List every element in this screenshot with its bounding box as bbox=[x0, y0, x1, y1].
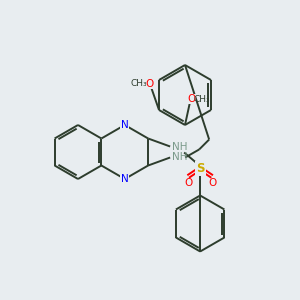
Text: O: O bbox=[184, 178, 192, 188]
Text: CH₃: CH₃ bbox=[131, 80, 147, 88]
Text: O: O bbox=[188, 94, 196, 104]
Text: NH: NH bbox=[172, 142, 188, 152]
Text: N: N bbox=[121, 174, 129, 184]
Text: CH₃: CH₃ bbox=[194, 94, 210, 103]
Text: N: N bbox=[121, 120, 129, 130]
Text: S: S bbox=[196, 162, 204, 175]
Text: O: O bbox=[145, 79, 153, 89]
Text: O: O bbox=[208, 178, 216, 188]
Text: NH: NH bbox=[172, 152, 188, 163]
